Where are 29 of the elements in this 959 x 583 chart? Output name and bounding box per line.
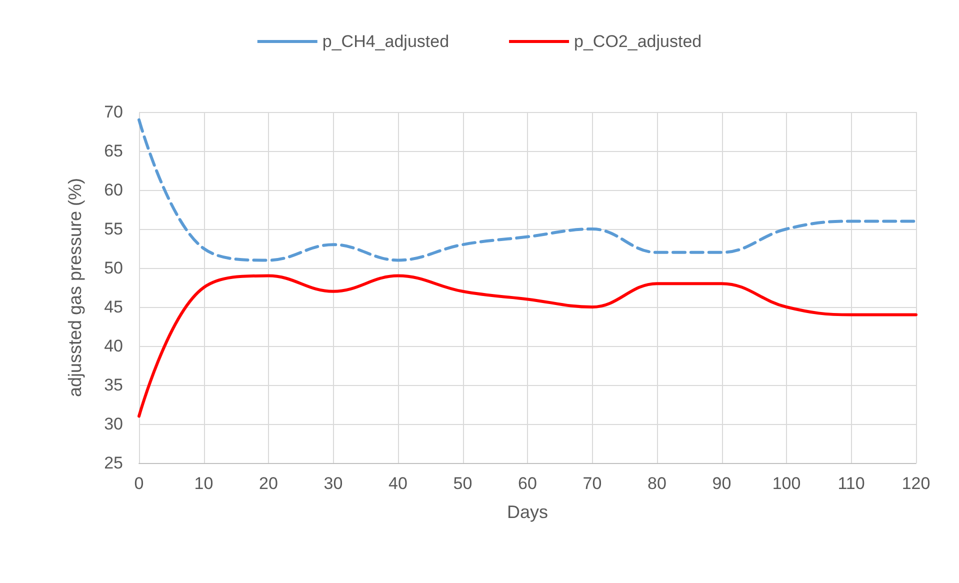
y-tick-label: 35: [104, 376, 123, 394]
legend-label: p_CH4_adjusted: [322, 32, 450, 51]
y-axis-title: adjussted gas pressure (%): [65, 178, 85, 398]
y-tick-label: 40: [104, 336, 123, 356]
y-tick-label: 45: [104, 298, 123, 316]
x-tick-label: 70: [582, 474, 602, 493]
x-tick-label: 80: [648, 474, 666, 493]
x-tick-label: 30: [324, 474, 343, 493]
y-tick-label: 65: [104, 142, 123, 160]
x-tick-label: 60: [518, 474, 537, 493]
x-axis-title: Days: [506, 502, 548, 522]
x-tick-label: 10: [194, 474, 214, 493]
x-tick-label: 110: [838, 474, 865, 493]
y-tick-label: 25: [104, 454, 123, 472]
x-tick-label: 100: [772, 474, 801, 493]
x-tick-label: 40: [388, 474, 408, 493]
x-tick-label: 50: [453, 474, 472, 493]
x-tick-label: 90: [712, 474, 732, 493]
x-tick-label: 120: [902, 474, 930, 493]
y-tick-label: 50: [104, 258, 123, 278]
line-series: [138, 118, 918, 262]
x-tick-label: 0: [134, 474, 144, 493]
x-tick-label: 20: [259, 474, 278, 493]
line-series: [138, 274, 918, 418]
y-tick-label: 70: [104, 102, 123, 122]
legend-label: p_CO2_adjusted: [574, 32, 702, 51]
y-tick-label: 30: [104, 414, 123, 434]
y-tick-label: 55: [104, 220, 123, 238]
y-tick-label: 60: [104, 180, 123, 200]
